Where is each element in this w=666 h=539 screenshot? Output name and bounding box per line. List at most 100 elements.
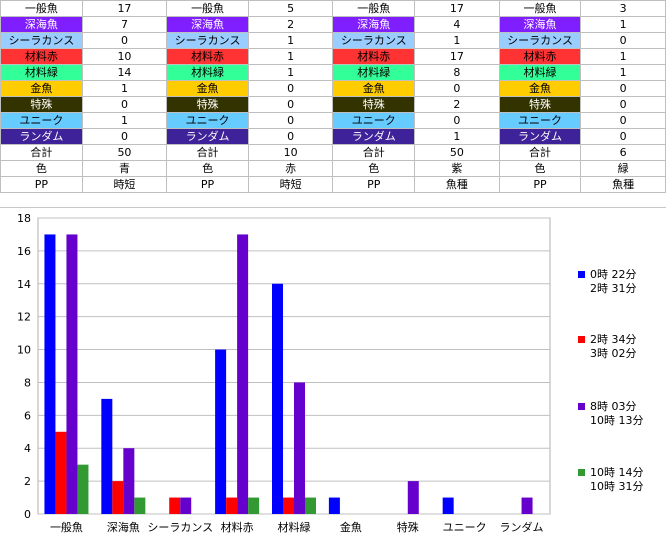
- row-label-cell[interactable]: 深海魚: [332, 16, 416, 33]
- row-label-cell[interactable]: ユニーク: [0, 112, 83, 129]
- value-cell[interactable]: 14: [81, 64, 168, 81]
- row-label-cell[interactable]: ランダム: [498, 128, 582, 145]
- value-cell[interactable]: 5: [247, 0, 334, 17]
- value-cell[interactable]: 時短: [247, 176, 334, 193]
- value-cell[interactable]: 17: [414, 0, 500, 17]
- value-cell[interactable]: 0: [580, 32, 666, 49]
- row-label-cell[interactable]: 金魚: [498, 80, 582, 97]
- value-cell[interactable]: 50: [414, 144, 500, 161]
- value-cell[interactable]: 0: [414, 112, 500, 129]
- row-label-cell[interactable]: 色: [498, 160, 582, 177]
- row-label-cell[interactable]: 材料緑: [0, 64, 83, 81]
- row-label-cell[interactable]: 合計: [332, 144, 416, 161]
- row-label-cell[interactable]: 材料赤: [332, 48, 416, 65]
- value-cell[interactable]: 0: [81, 128, 168, 145]
- value-cell[interactable]: 50: [81, 144, 168, 161]
- row-label-cell[interactable]: 色: [166, 160, 249, 177]
- value-cell[interactable]: 1: [580, 16, 666, 33]
- bar: [272, 283, 283, 514]
- value-cell[interactable]: 3: [580, 0, 666, 17]
- legend-label: 2時 34分: [590, 333, 637, 346]
- value-cell[interactable]: 緑: [580, 160, 666, 177]
- value-cell[interactable]: 1: [247, 48, 334, 65]
- row-label-cell[interactable]: 特殊: [166, 96, 249, 113]
- row-label-cell[interactable]: 深海魚: [166, 16, 249, 33]
- value-cell[interactable]: 魚種: [414, 176, 500, 193]
- value-cell[interactable]: 1: [580, 64, 666, 81]
- value-cell[interactable]: 2: [247, 16, 334, 33]
- row-label-cell[interactable]: PP: [0, 176, 83, 193]
- row-label-cell[interactable]: PP: [166, 176, 249, 193]
- row-label-cell[interactable]: ランダム: [332, 128, 416, 145]
- row-label-cell[interactable]: 合計: [166, 144, 249, 161]
- row-label-cell[interactable]: 一般魚: [332, 0, 416, 17]
- value-cell[interactable]: 紫: [414, 160, 500, 177]
- value-cell[interactable]: 0: [580, 96, 666, 113]
- value-cell[interactable]: 0: [580, 112, 666, 129]
- row-label-cell[interactable]: 材料赤: [498, 48, 582, 65]
- value-cell[interactable]: 魚種: [580, 176, 666, 193]
- row-label-cell[interactable]: ユニーク: [332, 112, 416, 129]
- bar: [407, 481, 419, 514]
- value-cell[interactable]: 1: [247, 32, 334, 49]
- value-cell[interactable]: 4: [414, 16, 500, 33]
- row-label-cell[interactable]: 合計: [0, 144, 83, 161]
- row-label-cell[interactable]: ランダム: [0, 128, 83, 145]
- value-cell[interactable]: 10: [247, 144, 334, 161]
- row-label-cell[interactable]: 深海魚: [0, 16, 83, 33]
- row-label-cell[interactable]: 色: [0, 160, 83, 177]
- value-cell[interactable]: 1: [247, 64, 334, 81]
- row-label-cell[interactable]: 材料緑: [498, 64, 582, 81]
- value-cell[interactable]: 0: [580, 80, 666, 97]
- row-label-cell[interactable]: シーラカンス: [332, 32, 416, 49]
- row-label-cell[interactable]: 一般魚: [166, 0, 249, 17]
- value-cell[interactable]: 0: [81, 32, 168, 49]
- row-label-cell[interactable]: 一般魚: [0, 0, 83, 17]
- value-cell[interactable]: 7: [81, 16, 168, 33]
- value-cell[interactable]: 0: [247, 112, 334, 129]
- value-cell[interactable]: 青: [81, 160, 168, 177]
- row-label-cell[interactable]: 金魚: [166, 80, 249, 97]
- row-label-cell[interactable]: シーラカンス: [498, 32, 582, 49]
- value-cell[interactable]: 0: [580, 128, 666, 145]
- row-label-cell[interactable]: 深海魚: [498, 16, 582, 33]
- value-cell[interactable]: 0: [247, 80, 334, 97]
- value-cell[interactable]: 1: [414, 128, 500, 145]
- value-cell[interactable]: 8: [414, 64, 500, 81]
- value-cell[interactable]: 0: [247, 128, 334, 145]
- row-label-cell[interactable]: 材料緑: [332, 64, 416, 81]
- bar: [169, 497, 181, 514]
- row-label-cell[interactable]: 特殊: [332, 96, 416, 113]
- value-cell[interactable]: 赤: [247, 160, 334, 177]
- row-label-cell[interactable]: 金魚: [0, 80, 83, 97]
- row-label-cell[interactable]: 金魚: [332, 80, 416, 97]
- value-cell[interactable]: 0: [247, 96, 334, 113]
- value-cell[interactable]: 2: [414, 96, 500, 113]
- value-cell[interactable]: 1: [414, 32, 500, 49]
- row-label-cell[interactable]: PP: [332, 176, 416, 193]
- row-label-cell[interactable]: 合計: [498, 144, 582, 161]
- value-cell[interactable]: 17: [414, 48, 500, 65]
- row-label-cell[interactable]: 一般魚: [498, 0, 582, 17]
- value-cell[interactable]: 1: [81, 112, 168, 129]
- value-cell[interactable]: 1: [81, 80, 168, 97]
- value-cell[interactable]: 6: [580, 144, 666, 161]
- row-label-cell[interactable]: 特殊: [498, 96, 582, 113]
- row-label-cell[interactable]: ユニーク: [166, 112, 249, 129]
- row-label-cell[interactable]: 材料赤: [166, 48, 249, 65]
- row-label-cell[interactable]: PP: [498, 176, 582, 193]
- row-label-cell[interactable]: 特殊: [0, 96, 83, 113]
- value-cell[interactable]: 0: [414, 80, 500, 97]
- row-label-cell[interactable]: ユニーク: [498, 112, 582, 129]
- row-label-cell[interactable]: 色: [332, 160, 416, 177]
- value-cell[interactable]: 10: [81, 48, 168, 65]
- row-label-cell[interactable]: シーラカンス: [166, 32, 249, 49]
- value-cell[interactable]: 1: [580, 48, 666, 65]
- row-label-cell[interactable]: シーラカンス: [0, 32, 83, 49]
- value-cell[interactable]: 17: [81, 0, 168, 17]
- row-label-cell[interactable]: 材料緑: [166, 64, 249, 81]
- value-cell[interactable]: 0: [81, 96, 168, 113]
- value-cell[interactable]: 時短: [81, 176, 168, 193]
- row-label-cell[interactable]: ランダム: [166, 128, 249, 145]
- row-label-cell[interactable]: 材料赤: [0, 48, 83, 65]
